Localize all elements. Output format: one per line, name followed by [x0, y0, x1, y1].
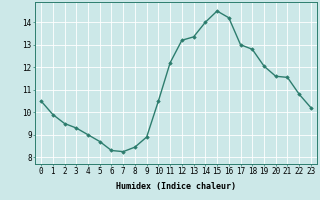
- X-axis label: Humidex (Indice chaleur): Humidex (Indice chaleur): [116, 182, 236, 191]
